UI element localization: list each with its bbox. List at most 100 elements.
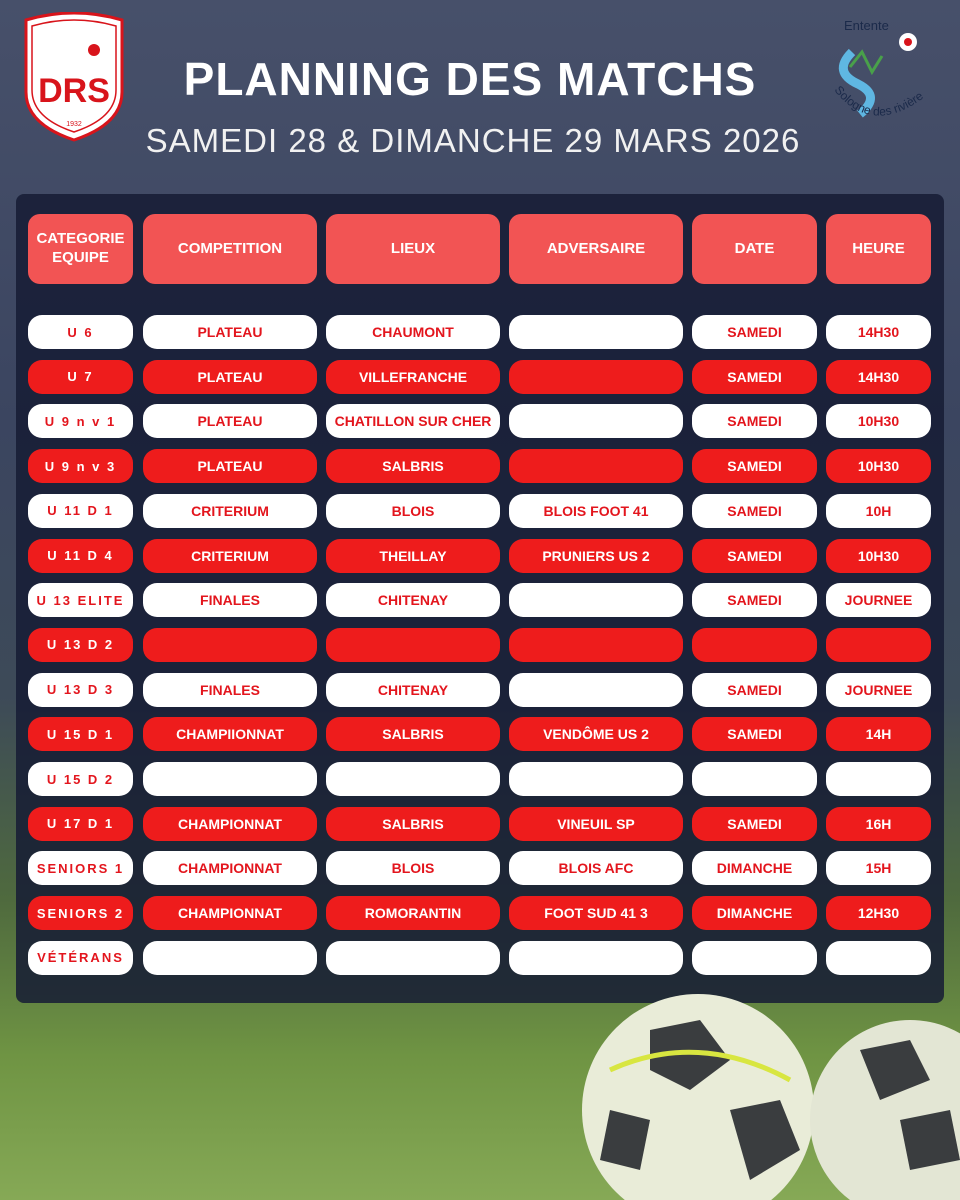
opponent-cell xyxy=(509,627,683,662)
category-cell: U 13 D 2 xyxy=(28,627,133,662)
category-cell: U 6 xyxy=(28,315,133,349)
category-cell: U 11 D 1 xyxy=(28,493,133,528)
competition-cell xyxy=(143,940,317,975)
category-cell: U 17 D 1 xyxy=(28,806,133,841)
title: PLANNING DES MATCHS xyxy=(183,53,757,105)
category-cell: U 9 n v 1 xyxy=(28,404,133,439)
competition-cell: PLATEAU xyxy=(143,449,317,484)
venue-cell xyxy=(326,627,500,662)
venue-cell: CHAUMONT xyxy=(326,315,500,349)
time-cell: 10H30 xyxy=(826,404,931,439)
venue-cell xyxy=(326,940,500,975)
time-cell: 12H30 xyxy=(826,896,931,931)
opponent-cell xyxy=(509,672,683,707)
opponent-cell xyxy=(509,404,683,439)
date-cell: SAMEDI xyxy=(692,538,817,573)
venue-cell: BLOIS xyxy=(326,493,500,528)
competition-cell xyxy=(143,762,317,796)
venue-cell: SALBRIS xyxy=(326,806,500,841)
partner-logo: Entente Sologne des rivières xyxy=(822,12,926,119)
time-cell: 10H xyxy=(826,493,931,528)
competition-cell xyxy=(143,627,317,662)
opponent-cell: FOOT SUD 41 3 xyxy=(509,896,683,931)
category-cell: SENIORS 2 xyxy=(28,896,133,931)
date-cell: SAMEDI xyxy=(692,315,817,349)
opponent-cell xyxy=(509,583,683,618)
time-cell: 14H xyxy=(826,717,931,752)
opponent-cell xyxy=(509,359,683,394)
subtitle: SAMEDI 28 & DIMANCHE 29 MARS 2026 xyxy=(145,122,801,159)
competition-cell: CHAMPIONNAT xyxy=(143,896,317,931)
column-header: ADVERSAIRE xyxy=(509,214,683,284)
club-logo-year: 1932 xyxy=(66,121,82,128)
venue-cell: VILLEFRANCHE xyxy=(326,359,500,394)
date-cell: SAMEDI xyxy=(692,449,817,484)
date-cell: DIMANCHE xyxy=(692,896,817,931)
category-cell: U 13 D 3 xyxy=(28,672,133,707)
opponent-cell xyxy=(509,762,683,796)
opponent-cell: VENDÔME US 2 xyxy=(509,717,683,752)
competition-cell: FINALES xyxy=(143,672,317,707)
venue-cell xyxy=(326,762,500,796)
time-cell xyxy=(826,762,931,796)
category-cell: U 15 D 1 xyxy=(28,717,133,752)
date-cell: SAMEDI xyxy=(692,806,817,841)
time-cell: 10H30 xyxy=(826,449,931,484)
time-cell xyxy=(826,627,931,662)
column-header: DATE xyxy=(692,214,817,284)
opponent-cell xyxy=(509,940,683,975)
date-cell xyxy=(692,627,817,662)
venue-cell: THEILLAY xyxy=(326,538,500,573)
date-cell: SAMEDI xyxy=(692,404,817,439)
competition-cell: CRITERIUM xyxy=(143,538,317,573)
venue-cell: ROMORANTIN xyxy=(326,896,500,931)
time-cell xyxy=(826,940,931,975)
club-logo-text: DRS xyxy=(38,72,110,110)
opponent-cell xyxy=(509,315,683,349)
category-cell: U 7 xyxy=(28,359,133,394)
competition-cell: CHAMPIIONNAT xyxy=(143,717,317,752)
venue-cell: CHATILLON SUR CHER xyxy=(326,404,500,439)
opponent-cell: BLOIS FOOT 41 xyxy=(509,493,683,528)
competition-cell: CRITERIUM xyxy=(143,493,317,528)
venue-cell: BLOIS xyxy=(326,851,500,886)
category-cell: U 13 ELITE xyxy=(28,583,133,618)
opponent-cell: VINEUIL SP xyxy=(509,806,683,841)
column-header: LIEUX xyxy=(326,214,500,284)
category-cell: U 11 D 4 xyxy=(28,538,133,573)
venue-cell: SALBRIS xyxy=(326,717,500,752)
competition-cell: PLATEAU xyxy=(143,359,317,394)
category-cell: SENIORS 1 xyxy=(28,851,133,886)
club-logo: DRS 1932 xyxy=(24,12,124,142)
category-cell: U 15 D 2 xyxy=(28,762,133,796)
competition-cell: CHAMPIONNAT xyxy=(143,851,317,886)
venue-cell: CHITENAY xyxy=(326,672,500,707)
category-cell: VÉTÉRANS xyxy=(28,940,133,975)
date-cell: SAMEDI xyxy=(692,493,817,528)
venue-cell: SALBRIS xyxy=(326,449,500,484)
footballs xyxy=(582,994,960,1200)
partner-logo-top: Entente xyxy=(844,18,889,33)
time-cell: JOURNEE xyxy=(826,672,931,707)
competition-cell: PLATEAU xyxy=(143,315,317,349)
time-cell: 10H30 xyxy=(826,538,931,573)
date-cell xyxy=(692,940,817,975)
date-cell: SAMEDI xyxy=(692,717,817,752)
date-cell: SAMEDI xyxy=(692,672,817,707)
column-header: HEURE xyxy=(826,214,931,284)
date-cell xyxy=(692,762,817,796)
time-cell: 16H xyxy=(826,806,931,841)
competition-cell: PLATEAU xyxy=(143,404,317,439)
opponent-cell: BLOIS AFC xyxy=(509,851,683,886)
opponent-cell: PRUNIERS US 2 xyxy=(509,538,683,573)
time-cell: 14H30 xyxy=(826,315,931,349)
competition-cell: CHAMPIONNAT xyxy=(143,806,317,841)
venue-cell: CHITENAY xyxy=(326,583,500,618)
competition-cell: FINALES xyxy=(143,583,317,618)
time-cell: 15H xyxy=(826,851,931,886)
date-cell: SAMEDI xyxy=(692,359,817,394)
time-cell: 14H30 xyxy=(826,359,931,394)
date-cell: SAMEDI xyxy=(692,583,817,618)
column-header: COMPETITION xyxy=(143,214,317,284)
